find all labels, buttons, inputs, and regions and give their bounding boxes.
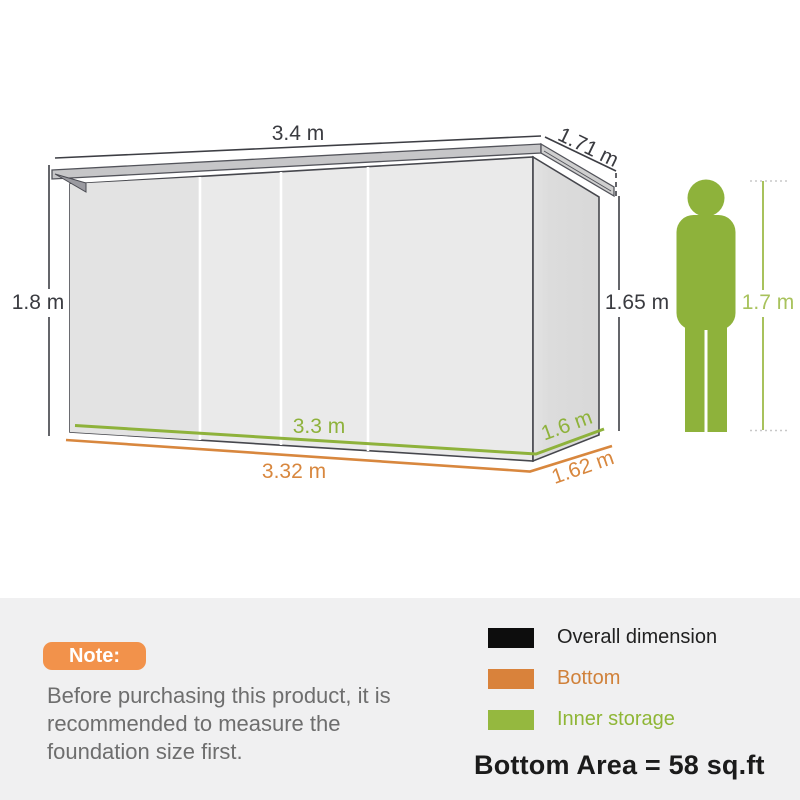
overall-dimension-lines <box>48 135 620 436</box>
shed-roof <box>51 142 615 198</box>
note-badge: Note: <box>43 642 146 670</box>
person-height-label: 1.7 m <box>741 291 795 314</box>
person-height-scale <box>750 180 788 432</box>
info-panel: Note: Before purchasing this product, it… <box>0 598 800 800</box>
height-right-label: 1.65 m <box>604 291 670 314</box>
shed-diagram: 3.4 m 1.71 m 1.8 m 1.65 m 3.3 m 3.32 m 1… <box>11 122 795 489</box>
bottom-color-swatch <box>488 669 534 689</box>
shed-side-wall <box>532 155 600 463</box>
overall-width-label: 3.4 m <box>271 122 325 145</box>
overall-color-swatch <box>488 628 534 648</box>
person-figure <box>676 179 736 432</box>
shed-front-wall <box>69 156 534 462</box>
legend-label: Overall dimension <box>557 626 718 648</box>
inner-storage-color-swatch <box>488 710 534 730</box>
legend-label: Bottom <box>557 667 621 689</box>
height-left-label: 1.8 m <box>11 291 65 314</box>
shed-drawing <box>48 135 788 473</box>
note-text: Before purchasing this product, it is re… <box>47 683 391 764</box>
inner-storage-lines <box>74 424 605 456</box>
bottom-width-label: 3.32 m <box>261 460 327 483</box>
bottom-area-text: Bottom Area = 58 sq.ft <box>474 750 765 780</box>
bottom-dimension-lines <box>65 438 613 473</box>
inner-width-label: 3.3 m <box>292 415 346 438</box>
legend-label: Inner storage <box>557 708 675 730</box>
